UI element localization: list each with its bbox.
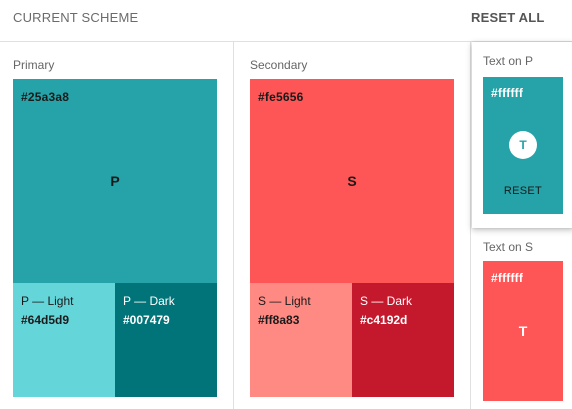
- column-divider: [233, 42, 234, 409]
- secondary-label: Secondary: [250, 58, 308, 72]
- primary-dark-hex: #007479: [123, 313, 170, 327]
- text-on-primary-label: Text on P: [483, 54, 534, 68]
- primary-light-hex: #64d5d9: [21, 313, 70, 327]
- primary-light-swatch[interactable]: P — Light #64d5d9: [13, 283, 115, 397]
- secondary-letter: S: [347, 173, 357, 189]
- text-on-secondary-hex: #ffffff: [491, 271, 524, 285]
- reset-all-button[interactable]: RESET ALL: [471, 10, 545, 25]
- text-on-primary-reset-button[interactable]: RESET: [503, 185, 543, 197]
- text-on-secondary-swatch[interactable]: #ffffff T: [483, 261, 563, 401]
- primary-label: Primary: [13, 58, 55, 72]
- scheme-title: CURRENT SCHEME: [13, 10, 139, 25]
- primary-letter: P: [110, 173, 120, 189]
- text-on-secondary-label: Text on S: [483, 240, 534, 254]
- secondary-dark-hex: #c4192d: [360, 313, 408, 327]
- secondary-light-name: S — Light: [258, 294, 311, 308]
- text-on-primary-hex: #ffffff: [491, 86, 524, 100]
- secondary-dark-name: S — Dark: [360, 294, 413, 308]
- secondary-dark-swatch[interactable]: S — Dark #c4192d: [352, 283, 454, 397]
- primary-swatch[interactable]: #25a3a8 P: [13, 79, 217, 283]
- primary-dark-swatch[interactable]: P — Dark #007479: [115, 283, 217, 397]
- secondary-light-hex: #ff8a83: [258, 313, 300, 327]
- text-on-primary-swatch[interactable]: #ffffff T RESET: [483, 77, 563, 214]
- text-on-primary-letter: T: [509, 131, 537, 159]
- secondary-swatch[interactable]: #fe5656 S: [250, 79, 454, 283]
- text-on-primary-card[interactable]: Text on P #ffffff T RESET: [472, 42, 572, 228]
- primary-light-name: P — Light: [21, 294, 74, 308]
- column-divider: [470, 42, 471, 409]
- header-divider: [0, 41, 572, 42]
- secondary-light-swatch[interactable]: S — Light #ff8a83: [250, 283, 352, 397]
- primary-hex: #25a3a8: [21, 90, 70, 104]
- primary-dark-name: P — Dark: [123, 294, 175, 308]
- text-on-secondary-letter: T: [518, 323, 528, 339]
- secondary-hex: #fe5656: [258, 90, 304, 104]
